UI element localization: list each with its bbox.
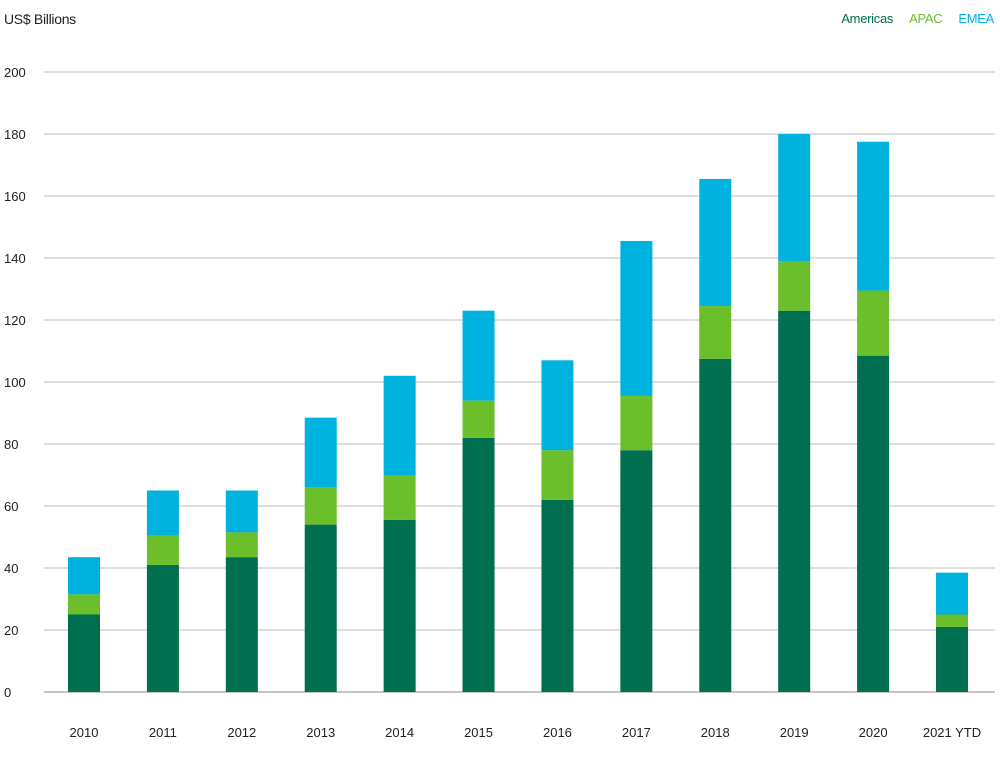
x-tick-label-2011: 2011 [149,725,177,740]
x-tick-label-2021-ytd: 2021 YTD [923,725,981,740]
x-tick-label-2013: 2013 [306,725,335,740]
bar-2018-apac [699,306,732,359]
y-tick-label-200: 200 [4,65,26,80]
y-tick-label-120: 120 [4,313,26,328]
x-tick-label-2010: 2010 [70,725,99,740]
bar-2016-americas [541,499,574,692]
bar-2017-americas [620,450,653,692]
bar-2015-apac [462,400,495,438]
y-axis-unit-label: US$ Billions [4,11,76,27]
x-tick-label-2018: 2018 [701,725,730,740]
legend-entry-emea: EMEA [958,11,994,26]
bar-2017-emea [620,240,653,396]
bar-2010-emea [68,557,100,595]
bar-2020-emea [857,141,890,291]
bar-2019-apac [778,261,811,311]
bar-2013-emea [304,417,337,488]
x-tick-label-2014: 2014 [385,725,414,740]
bar-2012-americas [225,557,258,692]
bar-2021-ytd-apac [936,614,968,627]
legend-entry-americas: Americas [841,11,894,26]
bar-2011-americas [146,564,179,692]
bar-2012-emea [225,490,258,533]
x-axis-ticks: 2010 2011 2012 2013 2014 2015 2016 2017 2018 2019… [70,725,982,740]
bar-2011-emea [146,490,179,536]
bar-2013-apac [304,487,337,525]
y-tick-label-40: 40 [4,561,18,576]
bar-2015-emea [462,310,495,401]
bar-2020-apac [857,290,890,356]
bar-2019-americas [778,310,811,692]
y-tick-label-20: 20 [4,623,18,638]
y-tick-label-180: 180 [4,127,26,142]
y-tick-label-100: 100 [4,375,26,390]
bar-2021-ytd-americas [936,626,968,692]
x-tick-label-2012: 2012 [227,725,256,740]
legend-entry-apac: APAC [909,11,943,26]
bar-2014-americas [383,519,416,692]
y-tick-label-80: 80 [4,437,18,452]
bar-2018-emea [699,178,732,307]
bar-2012-apac [225,532,258,558]
chart-legend: Americas APAC EMEA [841,11,994,26]
bar-2016-emea [541,360,574,451]
x-tick-label-2020: 2020 [859,725,888,740]
bar-2017-apac [620,395,653,451]
x-tick-label-2019: 2019 [780,725,809,740]
bar-2018-americas [699,358,732,692]
x-tick-label-2017: 2017 [622,725,651,740]
bar-2010-americas [68,614,100,692]
bar-2015-americas [462,437,495,692]
y-tick-label-0: 0 [4,685,11,700]
bars [68,134,968,692]
bar-2020-americas [857,355,890,692]
y-tick-label-160: 160 [4,189,26,204]
gridlines [44,71,995,693]
bar-2014-emea [383,375,416,475]
x-tick-label-2015: 2015 [464,725,493,740]
bar-2011-apac [146,535,179,565]
bar-2019-emea [778,134,811,262]
bar-2014-apac [383,475,416,520]
bar-2010-apac [68,594,100,615]
y-tick-label-60: 60 [4,499,18,514]
x-tick-label-2016: 2016 [543,725,572,740]
y-tick-label-140: 140 [4,251,26,266]
bar-2013-americas [304,524,337,692]
bar-2021-ytd-emea [936,572,968,615]
y-axis-ticks: 0 20 40 60 80 100 120 140 160 180 200 [4,65,26,700]
bar-2016-apac [541,450,574,500]
